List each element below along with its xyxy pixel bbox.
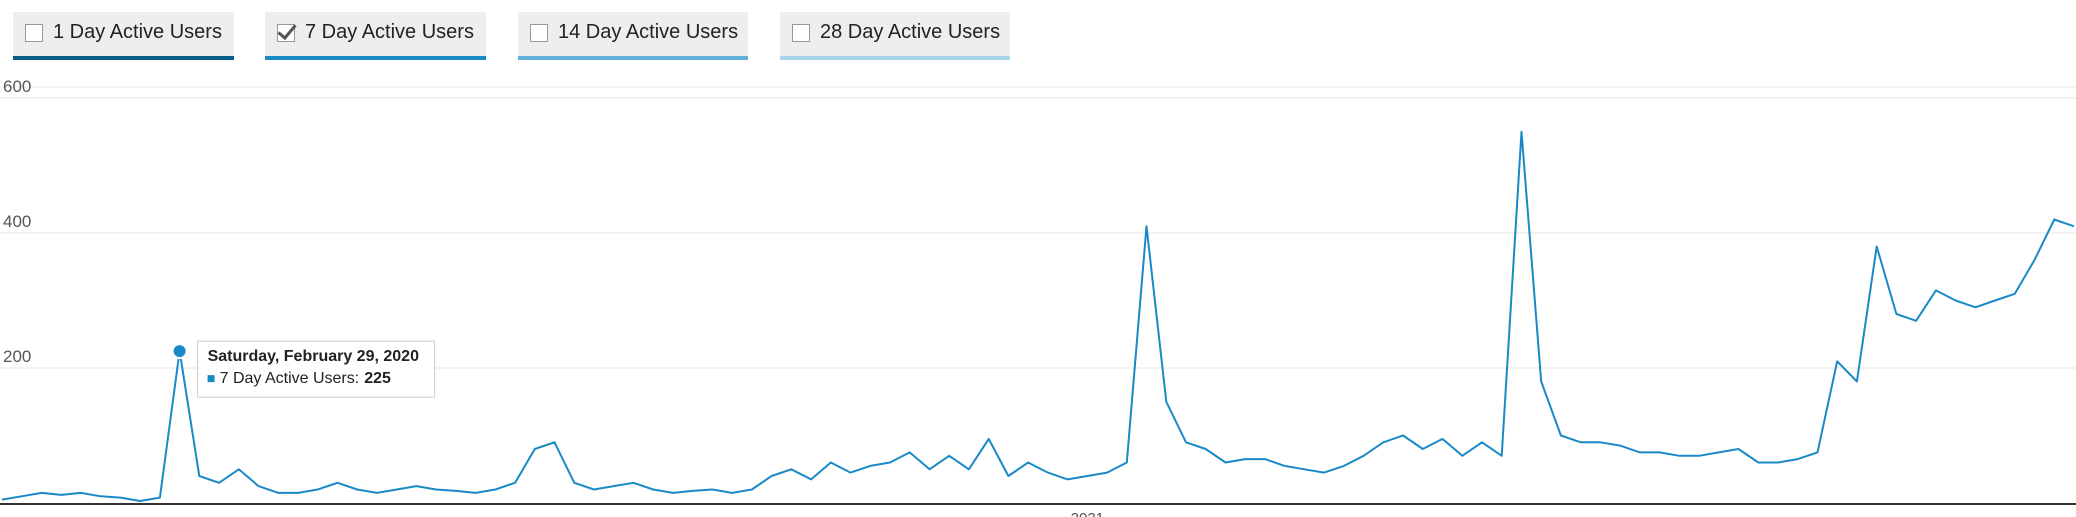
tooltip-box [197,340,436,398]
checkbox[interactable] [792,24,810,42]
y-tick-label: 400 [3,212,31,231]
y-tick-label: 600 [3,77,31,96]
tooltip-swatch [207,375,215,383]
tooltip-value: 225 [364,370,391,387]
tab-label: 7 Day Active Users [305,21,474,43]
line [1,130,2075,502]
checkbox[interactable] [277,24,295,42]
tooltip: Saturday, February 29, 2020 7 Day Active … [197,340,436,398]
tab-label: 28 Day Active Users [820,21,1001,43]
checkbox[interactable] [25,24,43,42]
tab-label: 1 Day Active Users [53,21,222,43]
hover-point [171,343,188,360]
metric-tab[interactable]: 14 Day Active Users [518,12,748,60]
metric-tab[interactable]: 28 Day Active Users [780,12,1010,60]
tooltip-label: 7 Day Active Users: [220,370,360,387]
metric-tab[interactable]: 1 Day Active Users [13,12,234,60]
metric-tab[interactable]: 7 Day Active Users [265,12,486,60]
metric-tabs: 1 Day Active Users 7 Day Active Users 14 D… [0,0,2076,70]
tab-label: 14 Day Active Users [558,21,739,43]
tooltip-line: 7 Day Active Users: 225 [220,370,391,387]
checkbox[interactable] [530,24,548,42]
tooltip-title: Saturday, February 29, 2020 [208,348,419,365]
x-tick-label: 2021 [1071,510,1104,517]
y-tick-label: 200 [3,347,31,366]
